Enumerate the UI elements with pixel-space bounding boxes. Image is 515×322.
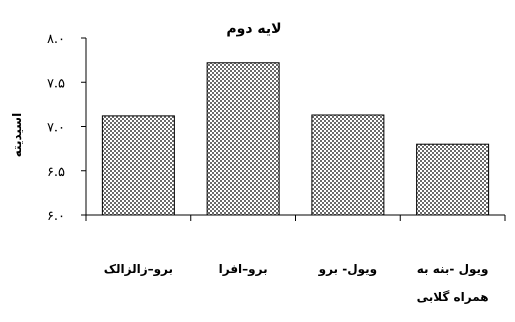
x-category-labels: برو–زالزالک برو–افرا ویول- برو ویول -بنه به…	[104, 262, 489, 304]
y-tick-label: ۸.۰	[47, 32, 65, 47]
chart-title: لایه دوم	[226, 21, 281, 37]
bars	[101, 62, 490, 216]
bar	[101, 115, 175, 216]
bar	[416, 143, 490, 216]
y-tick-label: ۷.۵	[47, 76, 65, 91]
y-tick-labels: ۶.۰ ۶.۵ ۷.۰ ۷.۵ ۸.۰	[47, 32, 65, 224]
y-axis-label: اسیدیته	[10, 113, 24, 157]
x-category-label: برو–افرا	[219, 262, 268, 277]
bar	[206, 62, 280, 216]
y-tick-label: ۷.۰	[47, 121, 65, 136]
x-category-label: ویول- برو	[318, 262, 378, 277]
x-category-label: ویول -بنه به	[417, 262, 489, 277]
y-tick-label: ۶.۰	[47, 209, 65, 224]
x-category-label: همراه گلابی	[417, 290, 489, 304]
x-category-label: برو–زالزالک	[104, 262, 173, 277]
y-tick-label: ۶.۵	[47, 165, 65, 180]
bar	[311, 114, 385, 216]
